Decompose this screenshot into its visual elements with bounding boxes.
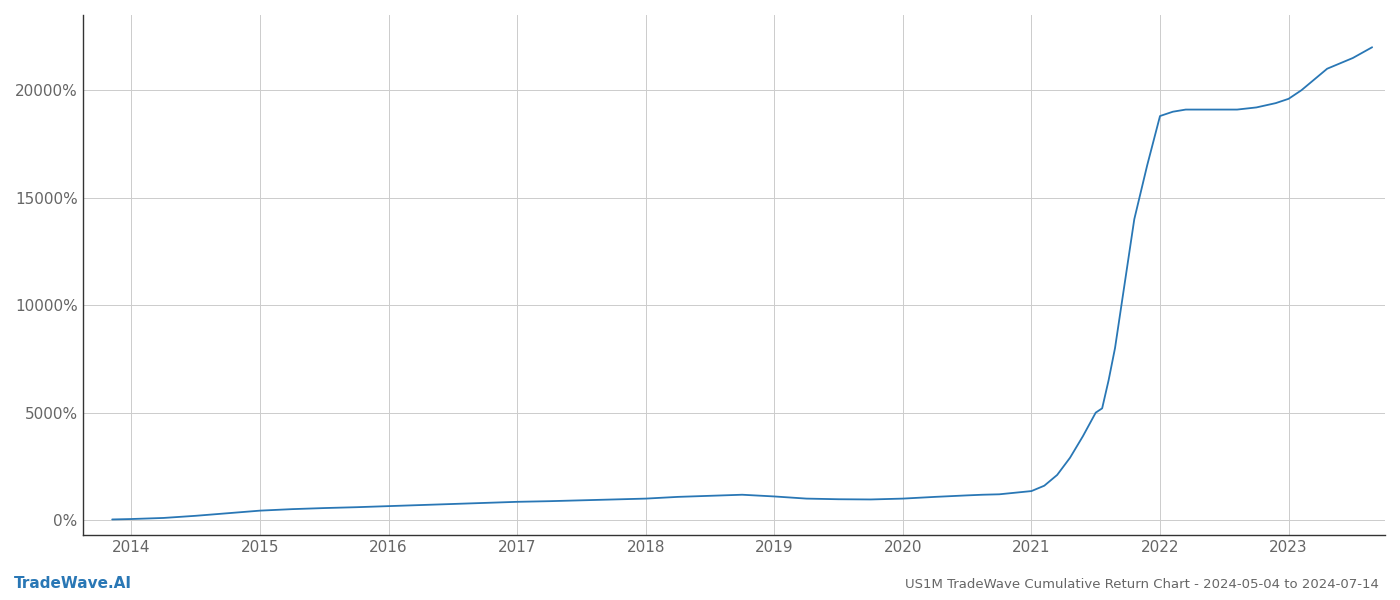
Text: US1M TradeWave Cumulative Return Chart - 2024-05-04 to 2024-07-14: US1M TradeWave Cumulative Return Chart -… xyxy=(906,578,1379,591)
Text: TradeWave.AI: TradeWave.AI xyxy=(14,576,132,591)
